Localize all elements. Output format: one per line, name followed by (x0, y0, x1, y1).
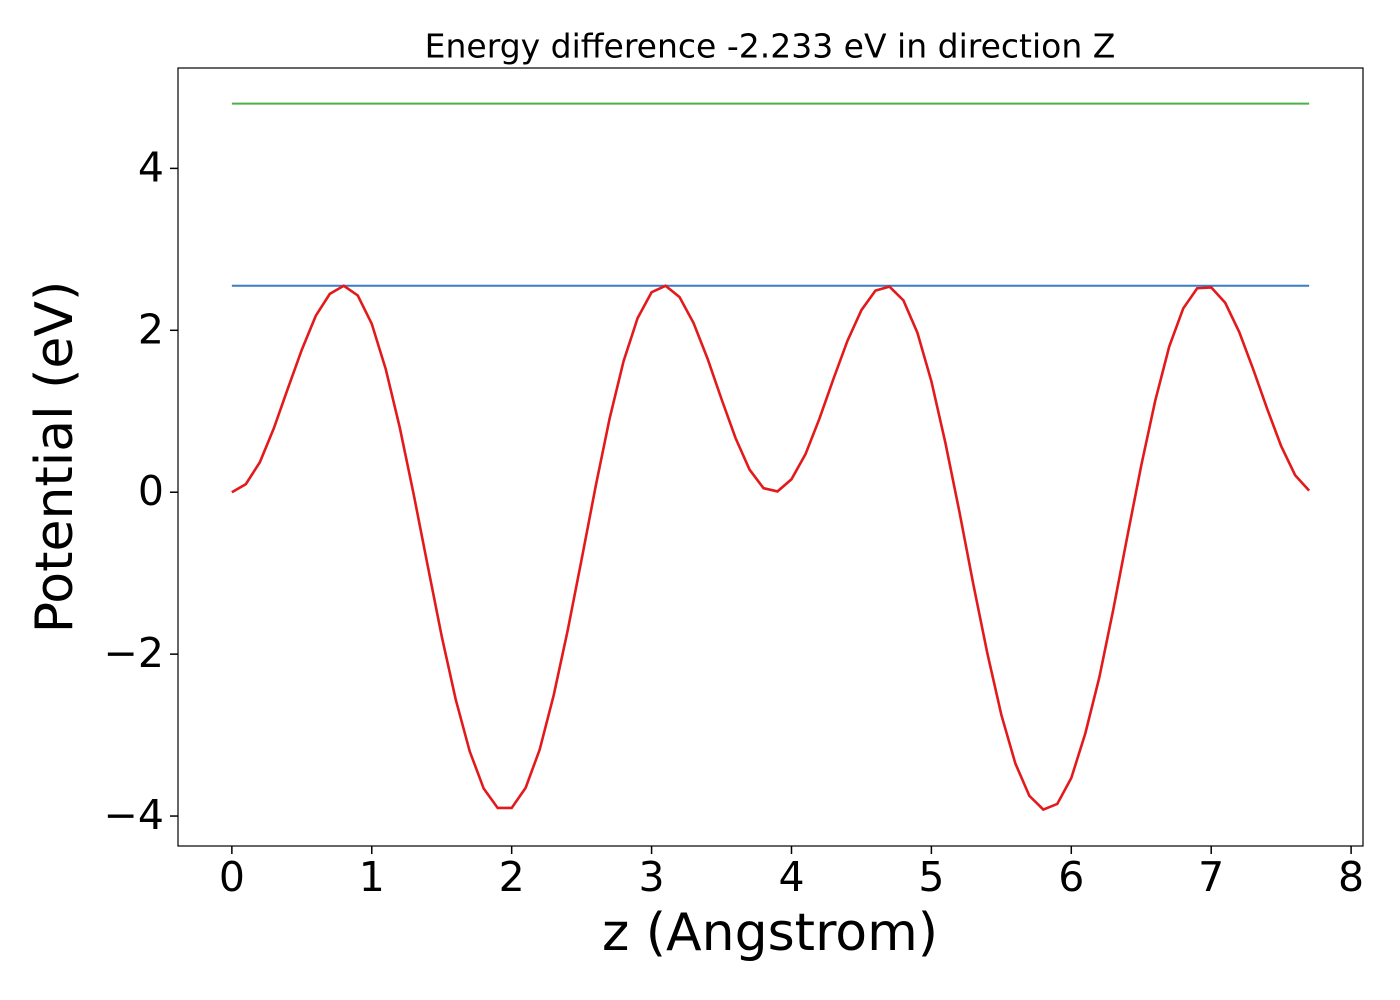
y-tick-label: 2 (138, 305, 164, 353)
x-tick-label: 5 (918, 853, 944, 901)
x-tick-label: 0 (219, 853, 245, 901)
y-tick-label: −4 (104, 791, 164, 839)
line-series (231, 284, 1311, 812)
x-axis-label: z (Angstrom) (602, 903, 938, 963)
plot-frame (177, 67, 1364, 847)
y-tick-label: −2 (104, 629, 164, 677)
x-tick-label: 7 (1198, 853, 1224, 901)
x-tick-label: 3 (639, 853, 665, 901)
chart-title: Energy difference -2.233 eV in direction… (425, 27, 1116, 66)
y-axis-label: Potential (eV) (25, 281, 85, 633)
y-tick-label: 0 (138, 467, 164, 515)
x-tick-label: 1 (359, 853, 385, 901)
x-tick-label: 2 (499, 853, 525, 901)
y-tick-label: 4 (138, 143, 164, 191)
x-tick-label: 6 (1058, 853, 1084, 901)
x-tick-label: 4 (778, 853, 804, 901)
x-tick-label: 8 (1338, 853, 1364, 901)
